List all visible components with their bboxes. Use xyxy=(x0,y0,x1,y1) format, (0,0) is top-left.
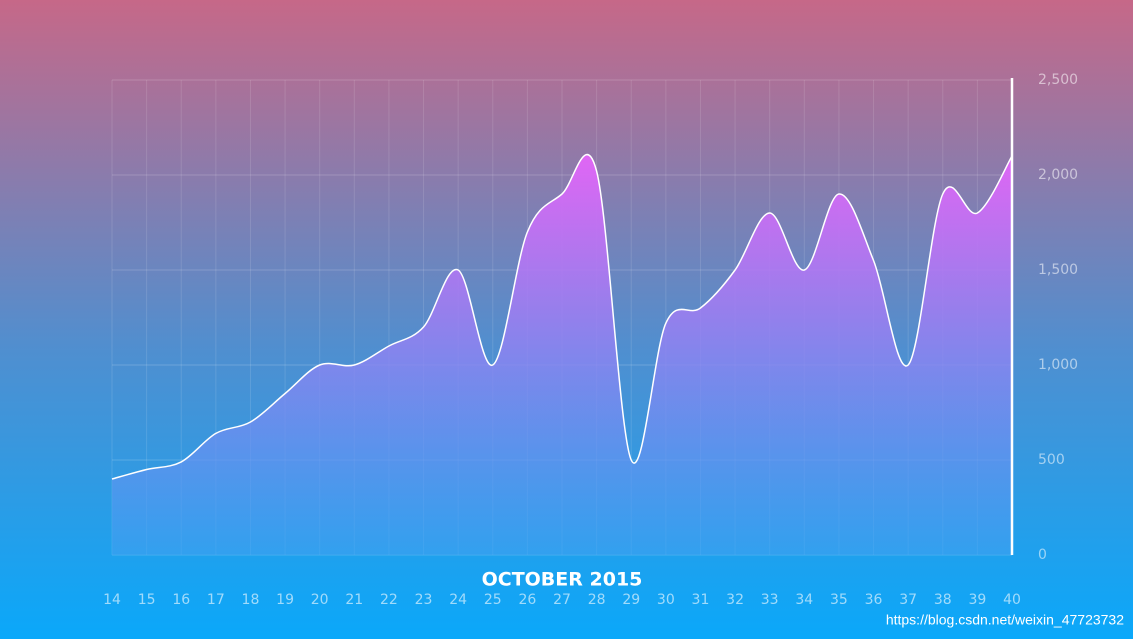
x-tick-label: 32 xyxy=(726,592,744,608)
x-tick-label: 37 xyxy=(899,592,917,608)
x-tick-label: 21 xyxy=(345,592,363,608)
x-tick-label: 38 xyxy=(934,592,952,608)
x-tick-label: 15 xyxy=(138,592,156,608)
x-tick-label: 31 xyxy=(692,592,710,608)
x-tick-label: 22 xyxy=(380,592,398,608)
x-tick-label: 29 xyxy=(622,592,640,608)
area-line xyxy=(111,153,1013,480)
x-tick-label: 19 xyxy=(276,592,294,608)
x-tick-label: 14 xyxy=(103,592,121,608)
x-tick-label: 17 xyxy=(207,592,225,608)
x-tick-label: 33 xyxy=(761,592,779,608)
area-fill xyxy=(112,154,1012,555)
x-tick-label: 18 xyxy=(242,592,260,608)
x-axis-label: OCTOBER 2015 xyxy=(482,569,643,591)
x-tick-label: 40 xyxy=(1003,592,1021,608)
x-tick-label: 36 xyxy=(865,592,883,608)
y-tick-label: 0 xyxy=(1038,547,1047,563)
x-tick-label: 28 xyxy=(588,592,606,608)
x-tick-label: 26 xyxy=(518,592,536,608)
y-tick-label: 1,000 xyxy=(1038,357,1078,373)
x-tick-label: 24 xyxy=(449,592,467,608)
x-tick-label: 20 xyxy=(311,592,329,608)
x-tick-label: 35 xyxy=(830,592,848,608)
x-tick-label: 30 xyxy=(657,592,675,608)
watermark: https://blog.csdn.net/weixin_47723732 xyxy=(886,612,1124,628)
y-tick-label: 500 xyxy=(1038,452,1065,468)
x-tick-label: 16 xyxy=(172,592,190,608)
x-tick-label: 39 xyxy=(968,592,986,608)
x-tick-label: 23 xyxy=(415,592,433,608)
x-tick-label: 34 xyxy=(795,592,813,608)
y-tick-label: 2,000 xyxy=(1038,167,1078,183)
y-tick-label: 2,500 xyxy=(1038,72,1078,88)
x-tick-label: 25 xyxy=(484,592,502,608)
x-tick-label: 27 xyxy=(553,592,571,608)
y-tick-label: 1,500 xyxy=(1038,262,1078,278)
